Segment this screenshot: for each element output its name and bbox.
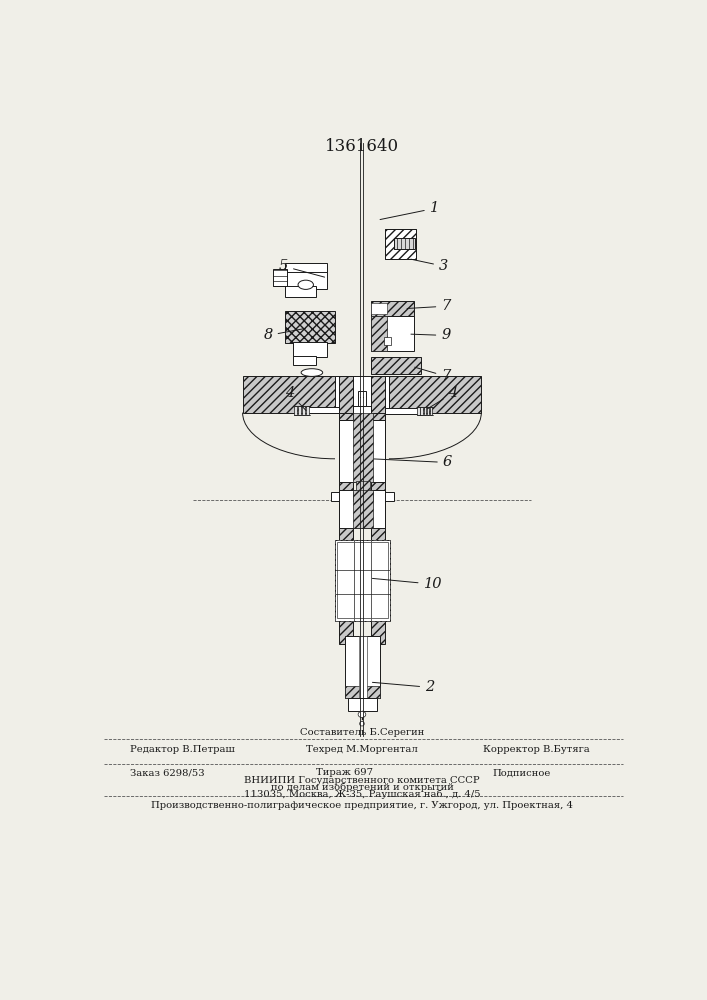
- Bar: [304, 407, 339, 413]
- Bar: [293, 342, 327, 357]
- Bar: [335, 540, 390, 620]
- Text: Подписное: Подписное: [492, 768, 551, 777]
- Bar: [335, 540, 390, 620]
- Bar: [358, 391, 366, 406]
- Bar: [345, 636, 380, 698]
- Text: 5: 5: [279, 259, 325, 277]
- Bar: [356, 481, 370, 493]
- Bar: [371, 420, 385, 644]
- Bar: [293, 356, 316, 365]
- Bar: [345, 686, 380, 698]
- Text: 4: 4: [285, 386, 306, 411]
- Bar: [339, 406, 353, 420]
- Bar: [385, 408, 420, 414]
- Bar: [339, 413, 385, 482]
- Text: ВНИИПИ Государственного комитета СССР: ВНИИПИ Государственного комитета СССР: [244, 776, 480, 785]
- Bar: [285, 311, 335, 343]
- Bar: [426, 407, 429, 415]
- Bar: [353, 490, 373, 528]
- Text: 10: 10: [373, 577, 442, 591]
- Bar: [339, 376, 353, 413]
- Bar: [243, 376, 335, 413]
- Text: 7: 7: [415, 367, 450, 383]
- Bar: [383, 337, 391, 345]
- Bar: [302, 406, 305, 415]
- Bar: [274, 269, 287, 286]
- Text: 3: 3: [411, 259, 448, 273]
- Bar: [371, 406, 385, 420]
- Bar: [385, 229, 416, 259]
- Bar: [294, 406, 297, 415]
- Bar: [285, 263, 327, 272]
- Bar: [385, 229, 416, 259]
- Bar: [371, 316, 414, 351]
- Text: 6: 6: [374, 456, 452, 470]
- Ellipse shape: [358, 711, 366, 718]
- Text: 9: 9: [411, 328, 450, 342]
- Text: 113035, Москва, Ж-35, Раушская наб., д. 4/5: 113035, Москва, Ж-35, Раушская наб., д. …: [244, 790, 480, 799]
- Bar: [285, 266, 327, 289]
- Ellipse shape: [360, 721, 364, 726]
- Bar: [371, 316, 387, 351]
- Text: 7: 7: [407, 299, 450, 313]
- Bar: [394, 238, 415, 249]
- Bar: [371, 357, 421, 374]
- Bar: [371, 301, 414, 316]
- Text: Корректор В.Бутяга: Корректор В.Бутяга: [484, 745, 590, 754]
- Bar: [337, 542, 388, 618]
- Bar: [421, 407, 423, 415]
- Text: Заказ 6298/53: Заказ 6298/53: [130, 768, 204, 777]
- Text: Редактор В.Петраш: Редактор В.Петраш: [130, 745, 235, 754]
- Bar: [348, 698, 378, 711]
- Bar: [285, 286, 316, 297]
- Ellipse shape: [301, 369, 322, 376]
- Bar: [371, 376, 385, 413]
- Text: 2: 2: [373, 680, 434, 694]
- Bar: [331, 492, 395, 501]
- Bar: [339, 406, 385, 420]
- Text: Тираж 697: Тираж 697: [316, 768, 373, 777]
- Bar: [389, 376, 481, 413]
- Bar: [339, 420, 353, 644]
- Bar: [353, 413, 373, 482]
- Bar: [371, 303, 387, 314]
- Text: по делам изобретений и открытий: по делам изобретений и открытий: [271, 783, 453, 792]
- Bar: [417, 407, 420, 415]
- Text: Производственно-полиграфическое предприятие, г. Ужгород, ул. Проектная, 4: Производственно-полиграфическое предприя…: [151, 801, 573, 810]
- Bar: [335, 376, 389, 413]
- Ellipse shape: [298, 280, 313, 289]
- Bar: [430, 407, 432, 415]
- Text: Техред М.Моргентал: Техред М.Моргентал: [306, 745, 418, 754]
- Text: 1: 1: [380, 201, 439, 220]
- Bar: [298, 406, 301, 415]
- Bar: [305, 406, 309, 415]
- Bar: [423, 407, 426, 415]
- Text: Составитель Б.Серегин: Составитель Б.Серегин: [300, 728, 424, 737]
- Text: 8: 8: [264, 328, 305, 342]
- Bar: [359, 636, 366, 698]
- Text: 1361640: 1361640: [325, 138, 399, 155]
- Bar: [353, 492, 373, 501]
- Text: 4: 4: [428, 386, 457, 409]
- Bar: [339, 490, 385, 528]
